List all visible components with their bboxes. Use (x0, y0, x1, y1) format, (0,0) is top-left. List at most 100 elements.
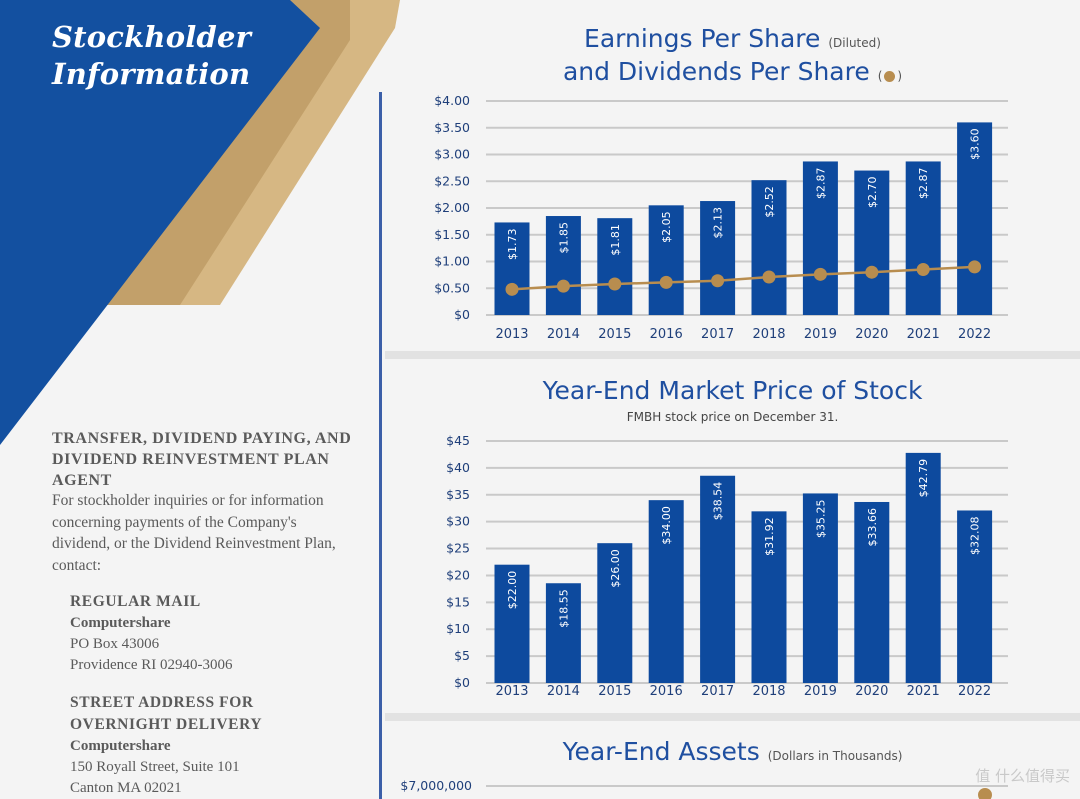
eps-xtick-label: 2021 (907, 327, 940, 342)
stock-bar (648, 500, 684, 683)
stock-bar (957, 510, 993, 683)
stock-bar-label: $18.55 (557, 589, 570, 628)
eps-chart-title-line1: Earnings Per Share (Diluted) (385, 24, 1080, 53)
stock-bar (905, 452, 941, 683)
stock-xtick-label: 2021 (907, 684, 940, 699)
stock-bar-label: $38.54 (712, 482, 725, 521)
dps-point (711, 274, 725, 288)
eps-xtick-label: 2013 (495, 327, 528, 342)
stock-xtick-label: 2014 (547, 684, 580, 699)
stock-ytick-label: $25 (446, 541, 470, 556)
stock-bar-label: $22.00 (506, 571, 519, 610)
eps-bar (700, 201, 736, 315)
street-address-heading1: STREET ADDRESS FOR (70, 694, 254, 711)
stock-bar-label: $31.92 (763, 517, 776, 556)
regular-mail-heading: REGULAR MAIL (70, 593, 201, 610)
stock-bar-label: $26.00 (609, 549, 622, 588)
agent-heading: TRANSFER, DIVIDEND PAYING, AND DIVIDEND … (52, 430, 352, 489)
eps-ytick-label: $1.50 (434, 227, 470, 242)
stock-bar (700, 475, 736, 683)
stock-xtick-label: 2018 (752, 684, 785, 699)
eps-ytick-label: $3.50 (434, 120, 470, 135)
section-separator-1 (385, 351, 1080, 359)
eps-xtick-label: 2018 (752, 327, 785, 342)
stock-bar (751, 511, 787, 683)
assets-title-note: (Dollars in Thousands) (767, 749, 903, 763)
banner-title-line1: Stockholder (52, 20, 252, 54)
eps-xtick-label: 2014 (547, 327, 580, 342)
dps-point (865, 265, 879, 279)
assets-point (978, 788, 992, 799)
dps-legend-dot (884, 71, 896, 82)
stockholder-info-panel: Stockholder Information TRANSFER, DIVIDE… (0, 0, 400, 799)
stock-xtick-label: 2022 (958, 684, 991, 699)
eps-bar-label: $2.87 (917, 167, 930, 199)
stock-bar-label: $33.66 (866, 508, 879, 547)
stock-ytick-label: $35 (446, 487, 470, 502)
stock-xtick-label: 2019 (804, 684, 837, 699)
watermark-text: 值 什么值得买 (975, 767, 1070, 785)
street-address-company: Computershare (70, 738, 171, 754)
eps-xtick-label: 2019 (804, 327, 837, 342)
eps-bar-label: $2.52 (763, 186, 776, 218)
eps-bar (751, 180, 787, 315)
eps-bar (597, 218, 633, 315)
stock-ytick-label: $30 (446, 514, 470, 529)
stock-ytick-label: $45 (446, 433, 470, 448)
dps-point (659, 275, 673, 289)
dps-line (511, 265, 975, 291)
dps-title-text: and Dividends Per Share (562, 57, 870, 86)
banner-title-line2: Information (52, 57, 251, 91)
section-separator-2 (385, 713, 1080, 721)
regular-mail-block: REGULAR MAIL Computershare PO Box 43006 … (70, 591, 370, 676)
eps-bar-label: $1.81 (609, 224, 622, 256)
dps-point (916, 263, 930, 277)
panel-divider (379, 92, 382, 799)
stock-chart-subtitle: FMBH stock price on December 31. (626, 410, 839, 424)
eps-bar-label: $2.13 (712, 207, 725, 239)
stock-bar (545, 583, 581, 683)
dps-point (505, 282, 519, 296)
eps-bar-label: $2.70 (866, 177, 879, 209)
dps-point (556, 279, 570, 293)
stock-bar (597, 543, 633, 683)
eps-xtick-label: 2020 (855, 327, 888, 342)
stock-bar-label: $34.00 (660, 506, 673, 544)
eps-bar (905, 161, 941, 315)
eps-bar (957, 122, 993, 316)
eps-ytick-label: $3.00 (434, 147, 470, 162)
eps-ytick-label: $1.00 (434, 254, 470, 269)
dps-legend-marker: () (877, 69, 903, 83)
stock-bar (854, 501, 890, 683)
stock-xtick-label: 2013 (495, 684, 528, 699)
stock-ytick-label: $0 (454, 675, 470, 690)
eps-xtick-label: 2017 (701, 327, 734, 342)
eps-bar-label: $1.85 (557, 222, 570, 254)
eps-bar (854, 170, 890, 315)
stock-xtick-label: 2020 (855, 684, 888, 699)
stock-xtick-label: 2017 (701, 684, 734, 699)
dps-point (762, 270, 776, 284)
stock-ytick-label: $15 (446, 594, 470, 609)
street-address-line1: 150 Royall Street, Suite 101 (70, 759, 240, 775)
assets-chart-title: Year-End Assets (Dollars in Thousands) (385, 737, 1080, 766)
stock-bar-label: $35.25 (814, 499, 827, 538)
stock-ytick-label: $10 (446, 621, 470, 636)
eps-ytick-label: $0 (454, 307, 470, 322)
eps-bar (545, 216, 581, 315)
eps-xtick-label: 2022 (958, 327, 991, 342)
eps-bar-label: $1.73 (506, 228, 519, 260)
stock-bar (802, 493, 838, 683)
eps-bar-label: $3.60 (969, 128, 982, 160)
eps-title-text: Earnings Per Share (584, 24, 821, 53)
stock-bar (494, 564, 530, 683)
banner-blue-shape (0, 0, 320, 445)
stock-xtick-label: 2015 (598, 684, 631, 699)
stock-xtick-label: 2016 (650, 684, 683, 699)
street-address-line2: Canton MA 02021 (70, 780, 182, 796)
eps-ytick-label: $2.00 (434, 200, 470, 215)
dps-point (813, 267, 827, 281)
stock-ytick-label: $40 (446, 460, 470, 475)
stock-ytick-label: $20 (446, 567, 470, 582)
